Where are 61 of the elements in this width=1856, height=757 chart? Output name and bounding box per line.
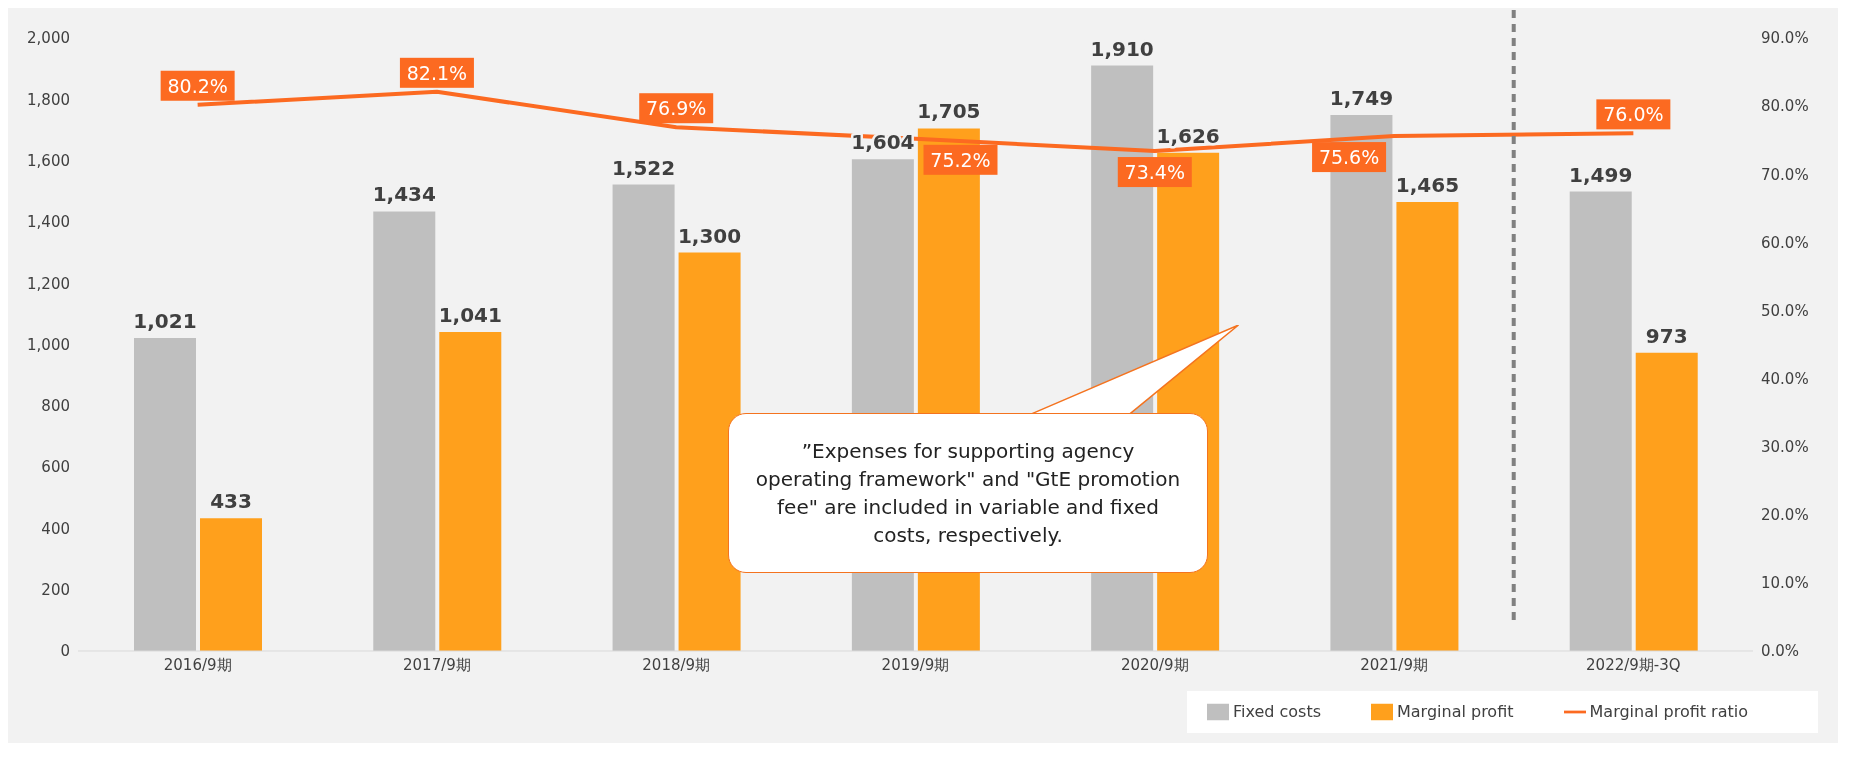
- legend-label: Fixed costs: [1232, 701, 1321, 721]
- x-tick-label: 2021/9期: [1360, 655, 1428, 674]
- y2-tick-label: 70.0%: [1761, 165, 1809, 184]
- data-label: 75.2%: [930, 148, 991, 171]
- x-tick-label: 2018/9期: [642, 655, 711, 674]
- data-label: 1,021: [133, 309, 197, 334]
- y2-tick-label: 60.0%: [1761, 233, 1809, 252]
- bar: [1635, 352, 1698, 651]
- x-tick-label: 2019/9期: [881, 655, 950, 674]
- y-tick-label: 600: [41, 458, 70, 477]
- y2-tick-label: 10.0%: [1761, 574, 1809, 593]
- data-label: 73.4%: [1124, 161, 1185, 184]
- data-label: 76.0%: [1603, 103, 1664, 126]
- annotation: ”Expenses for supporting agency operating framework" and "GtE promotion fee" are included in variable and fixed costs, respectively.: [728, 412, 1208, 573]
- bar: [1396, 201, 1459, 651]
- y-tick-label: 1,200: [27, 274, 70, 293]
- data-label: 76.9%: [646, 97, 707, 120]
- data-label: 82.1%: [406, 61, 468, 84]
- y-tick-label: 400: [41, 519, 70, 538]
- x-tick-label: 2022/9期-3Q: [1586, 655, 1681, 674]
- data-label: 1,300: [677, 223, 742, 248]
- bar: [1569, 191, 1632, 651]
- y2-tick-label: 80.0%: [1761, 97, 1809, 116]
- data-label: 973: [1645, 323, 1688, 348]
- x-tick-label: 2016/9期: [163, 655, 232, 674]
- bar: [200, 518, 262, 651]
- bar: [612, 184, 675, 651]
- bar: [678, 252, 741, 651]
- y-tick-label: 1,400: [27, 213, 70, 232]
- data-label: 1,499: [1569, 162, 1633, 187]
- y2-tick-label: 40.0%: [1761, 369, 1809, 388]
- data-label: 1,910: [1090, 36, 1154, 61]
- data-label: 1,434: [372, 182, 436, 207]
- bar: [134, 338, 196, 651]
- y-tick-label: 1,800: [27, 90, 70, 109]
- y2-tick-label: 0.0%: [1761, 642, 1800, 661]
- y2-tick-label: 30.0%: [1761, 437, 1809, 456]
- bar: [373, 211, 436, 651]
- y-tick-label: 1,600: [27, 151, 70, 170]
- y-tick-label: 1,000: [27, 335, 70, 354]
- data-label: 1,749: [1329, 85, 1394, 110]
- data-label: 80.2%: [167, 74, 228, 97]
- y2-tick-label: 90.0%: [1761, 29, 1809, 48]
- y-tick-label: 0: [60, 642, 70, 661]
- data-label: 1,522: [611, 155, 676, 180]
- y2-tick-label: 50.0%: [1761, 301, 1809, 320]
- data-label: 1,626: [1156, 123, 1220, 148]
- legend-label: Marginal profit ratio: [1589, 701, 1748, 721]
- y-tick-label: 800: [41, 397, 70, 416]
- data-label: 75.6%: [1318, 146, 1380, 169]
- x-tick-label: 2017/9期: [403, 655, 471, 674]
- data-label: 1,705: [917, 99, 981, 124]
- data-label: 1,465: [1395, 172, 1460, 197]
- data-label: 1,041: [438, 302, 502, 327]
- y-tick-label: 200: [41, 581, 70, 600]
- y2-tick-label: 20.0%: [1761, 506, 1809, 525]
- y-tick-label: 2,000: [27, 29, 70, 48]
- x-tick-label: 2020/9期: [1120, 655, 1189, 674]
- legend-label: Marginal profit: [1397, 701, 1514, 721]
- bar: [439, 331, 502, 651]
- data-label: 433: [210, 489, 252, 514]
